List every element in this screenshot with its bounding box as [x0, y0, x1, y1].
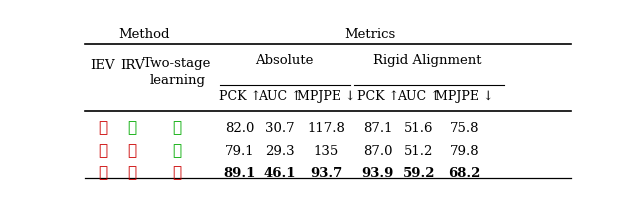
Text: Method: Method	[119, 28, 170, 40]
Text: 30.7: 30.7	[265, 121, 294, 134]
Text: 93.9: 93.9	[362, 166, 394, 179]
Text: 135: 135	[314, 144, 339, 157]
Text: ✓: ✓	[99, 165, 108, 179]
Text: AUC ↑: AUC ↑	[258, 89, 301, 102]
Text: ✓: ✓	[99, 121, 108, 135]
Text: 87.1: 87.1	[363, 121, 392, 134]
Text: ✗: ✗	[173, 121, 182, 135]
Text: PCK ↑: PCK ↑	[356, 89, 399, 102]
Text: Rigid Alignment: Rigid Alignment	[373, 54, 481, 67]
Text: 93.7: 93.7	[310, 166, 342, 179]
Text: ✓: ✓	[173, 165, 182, 179]
Text: ✗: ✗	[127, 121, 137, 135]
Text: 75.8: 75.8	[450, 121, 479, 134]
Text: Metrics: Metrics	[344, 28, 396, 40]
Text: 82.0: 82.0	[225, 121, 254, 134]
Text: Two-stage
learning: Two-stage learning	[143, 57, 211, 87]
Text: 51.2: 51.2	[404, 144, 433, 157]
Text: ✓: ✓	[127, 143, 137, 157]
Text: 59.2: 59.2	[403, 166, 435, 179]
Text: 46.1: 46.1	[264, 166, 296, 179]
Text: ✓: ✓	[127, 165, 137, 179]
Text: 51.6: 51.6	[404, 121, 433, 134]
Text: MPJPE ↓: MPJPE ↓	[435, 89, 493, 102]
Text: MPJPE ↓: MPJPE ↓	[297, 89, 356, 102]
Text: PCK ↑: PCK ↑	[219, 89, 260, 102]
Text: ✗: ✗	[173, 143, 182, 157]
Text: 79.1: 79.1	[225, 144, 255, 157]
Text: Absolute: Absolute	[255, 54, 314, 67]
Text: 89.1: 89.1	[223, 166, 256, 179]
Text: 87.0: 87.0	[363, 144, 392, 157]
Text: 29.3: 29.3	[265, 144, 294, 157]
Text: AUC ↑: AUC ↑	[397, 89, 440, 102]
Text: 68.2: 68.2	[448, 166, 481, 179]
Text: 79.8: 79.8	[449, 144, 479, 157]
Text: IEV: IEV	[90, 58, 115, 71]
Text: IRV: IRV	[120, 58, 145, 71]
Text: 117.8: 117.8	[308, 121, 346, 134]
Text: ✓: ✓	[99, 143, 108, 157]
